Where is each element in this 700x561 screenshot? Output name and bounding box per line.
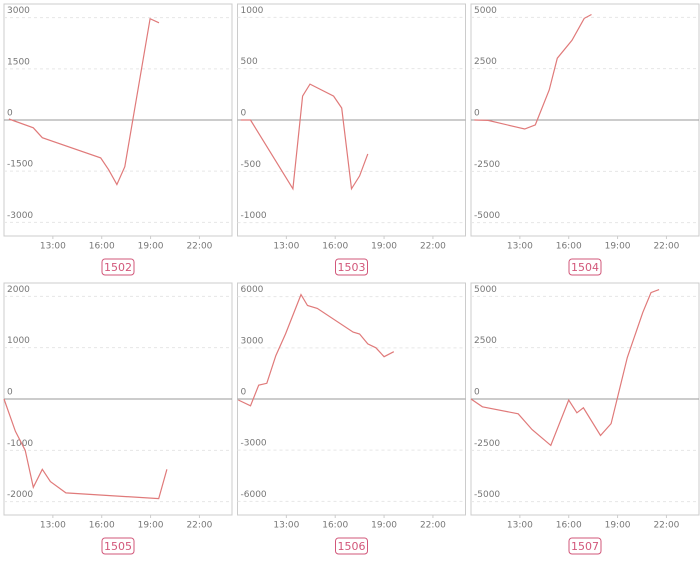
x-tick-label: 22:00 (420, 242, 446, 252)
x-tick-label: 19:00 (371, 521, 397, 531)
x-tick-label: 22:00 (420, 521, 446, 531)
x-tick-label: 16:00 (322, 242, 348, 252)
y-tick-label: -2000 (7, 490, 33, 500)
y-tick-label: 3000 (7, 6, 30, 16)
y-tick-label: -2500 (474, 160, 500, 170)
x-tick-label: 22:00 (653, 242, 679, 252)
x-tick-label: 19:00 (371, 242, 397, 252)
chart-title: 1502 (104, 261, 132, 274)
y-tick-label: 3000 (241, 336, 264, 346)
chart-title: 1503 (338, 261, 366, 274)
y-tick-label: -3000 (241, 439, 267, 449)
x-tick-label: 19:00 (605, 242, 631, 252)
x-tick-label: 22:00 (186, 242, 212, 252)
title-box (101, 258, 135, 276)
y-tick-label: 0 (7, 109, 13, 119)
x-tick-label: 16:00 (556, 242, 582, 252)
x-tick-label: 16:00 (322, 521, 348, 531)
chart-title: 1504 (571, 261, 599, 274)
y-tick-label: 1000 (241, 6, 264, 16)
x-tick-label: 13:00 (273, 521, 299, 531)
y-tick-label: 0 (474, 388, 480, 398)
y-tick-label: -3000 (7, 211, 33, 221)
y-tick-label: -2500 (474, 439, 500, 449)
chart-title: 1505 (104, 540, 132, 553)
line (3, 398, 168, 500)
y-tick-label: -6000 (241, 490, 267, 500)
x-tick-label: 13:00 (507, 521, 533, 531)
y-tick-label: -1000 (7, 439, 33, 449)
chart-title: 1506 (338, 540, 366, 553)
line (474, 13, 592, 130)
y-tick-label: 5000 (474, 285, 497, 295)
x-tick-label: 19:00 (605, 521, 631, 531)
y-tick-label: 0 (7, 388, 13, 398)
y-tick-label: -1000 (241, 211, 267, 221)
chart-title: 1507 (571, 540, 599, 553)
x-tick-label: 22:00 (186, 521, 212, 531)
y-tick-label: 2500 (474, 336, 497, 346)
x-tick-label: 16:00 (556, 521, 582, 531)
x-tick-label: 13:00 (507, 242, 533, 252)
title-box (101, 537, 135, 555)
title-box (568, 537, 602, 555)
x-tick-label: 16:00 (89, 521, 115, 531)
y-tick-label: 0 (241, 388, 247, 398)
x-tick-label: 22:00 (653, 521, 679, 531)
x-tick-label: 19:00 (138, 242, 164, 252)
y-tick-label: 0 (241, 109, 247, 119)
y-tick-label: 0 (474, 109, 480, 119)
y-tick-label: 2500 (474, 57, 497, 67)
y-tick-label: -5000 (474, 490, 500, 500)
title-box (335, 258, 368, 276)
title-box (335, 537, 368, 555)
y-tick-label: 1500 (7, 57, 30, 67)
x-tick-label: 13:00 (273, 242, 299, 252)
x-tick-label: 13:00 (40, 242, 66, 252)
line (240, 83, 369, 191)
x-tick-label: 13:00 (40, 521, 66, 531)
y-tick-label: 5000 (474, 6, 497, 16)
y-tick-label: -1500 (7, 160, 33, 170)
line (470, 289, 660, 447)
x-tick-label: 16:00 (89, 242, 115, 252)
line (238, 293, 395, 407)
y-tick-label: -500 (241, 160, 262, 170)
title-box (568, 258, 602, 276)
line (8, 17, 160, 186)
y-tick-label: 1000 (7, 336, 30, 346)
x-tick-label: 19:00 (138, 521, 164, 531)
y-tick-label: 6000 (241, 285, 264, 295)
y-tick-label: 500 (241, 57, 258, 67)
y-tick-label: 2000 (7, 285, 30, 295)
y-tick-label: -5000 (474, 211, 500, 221)
